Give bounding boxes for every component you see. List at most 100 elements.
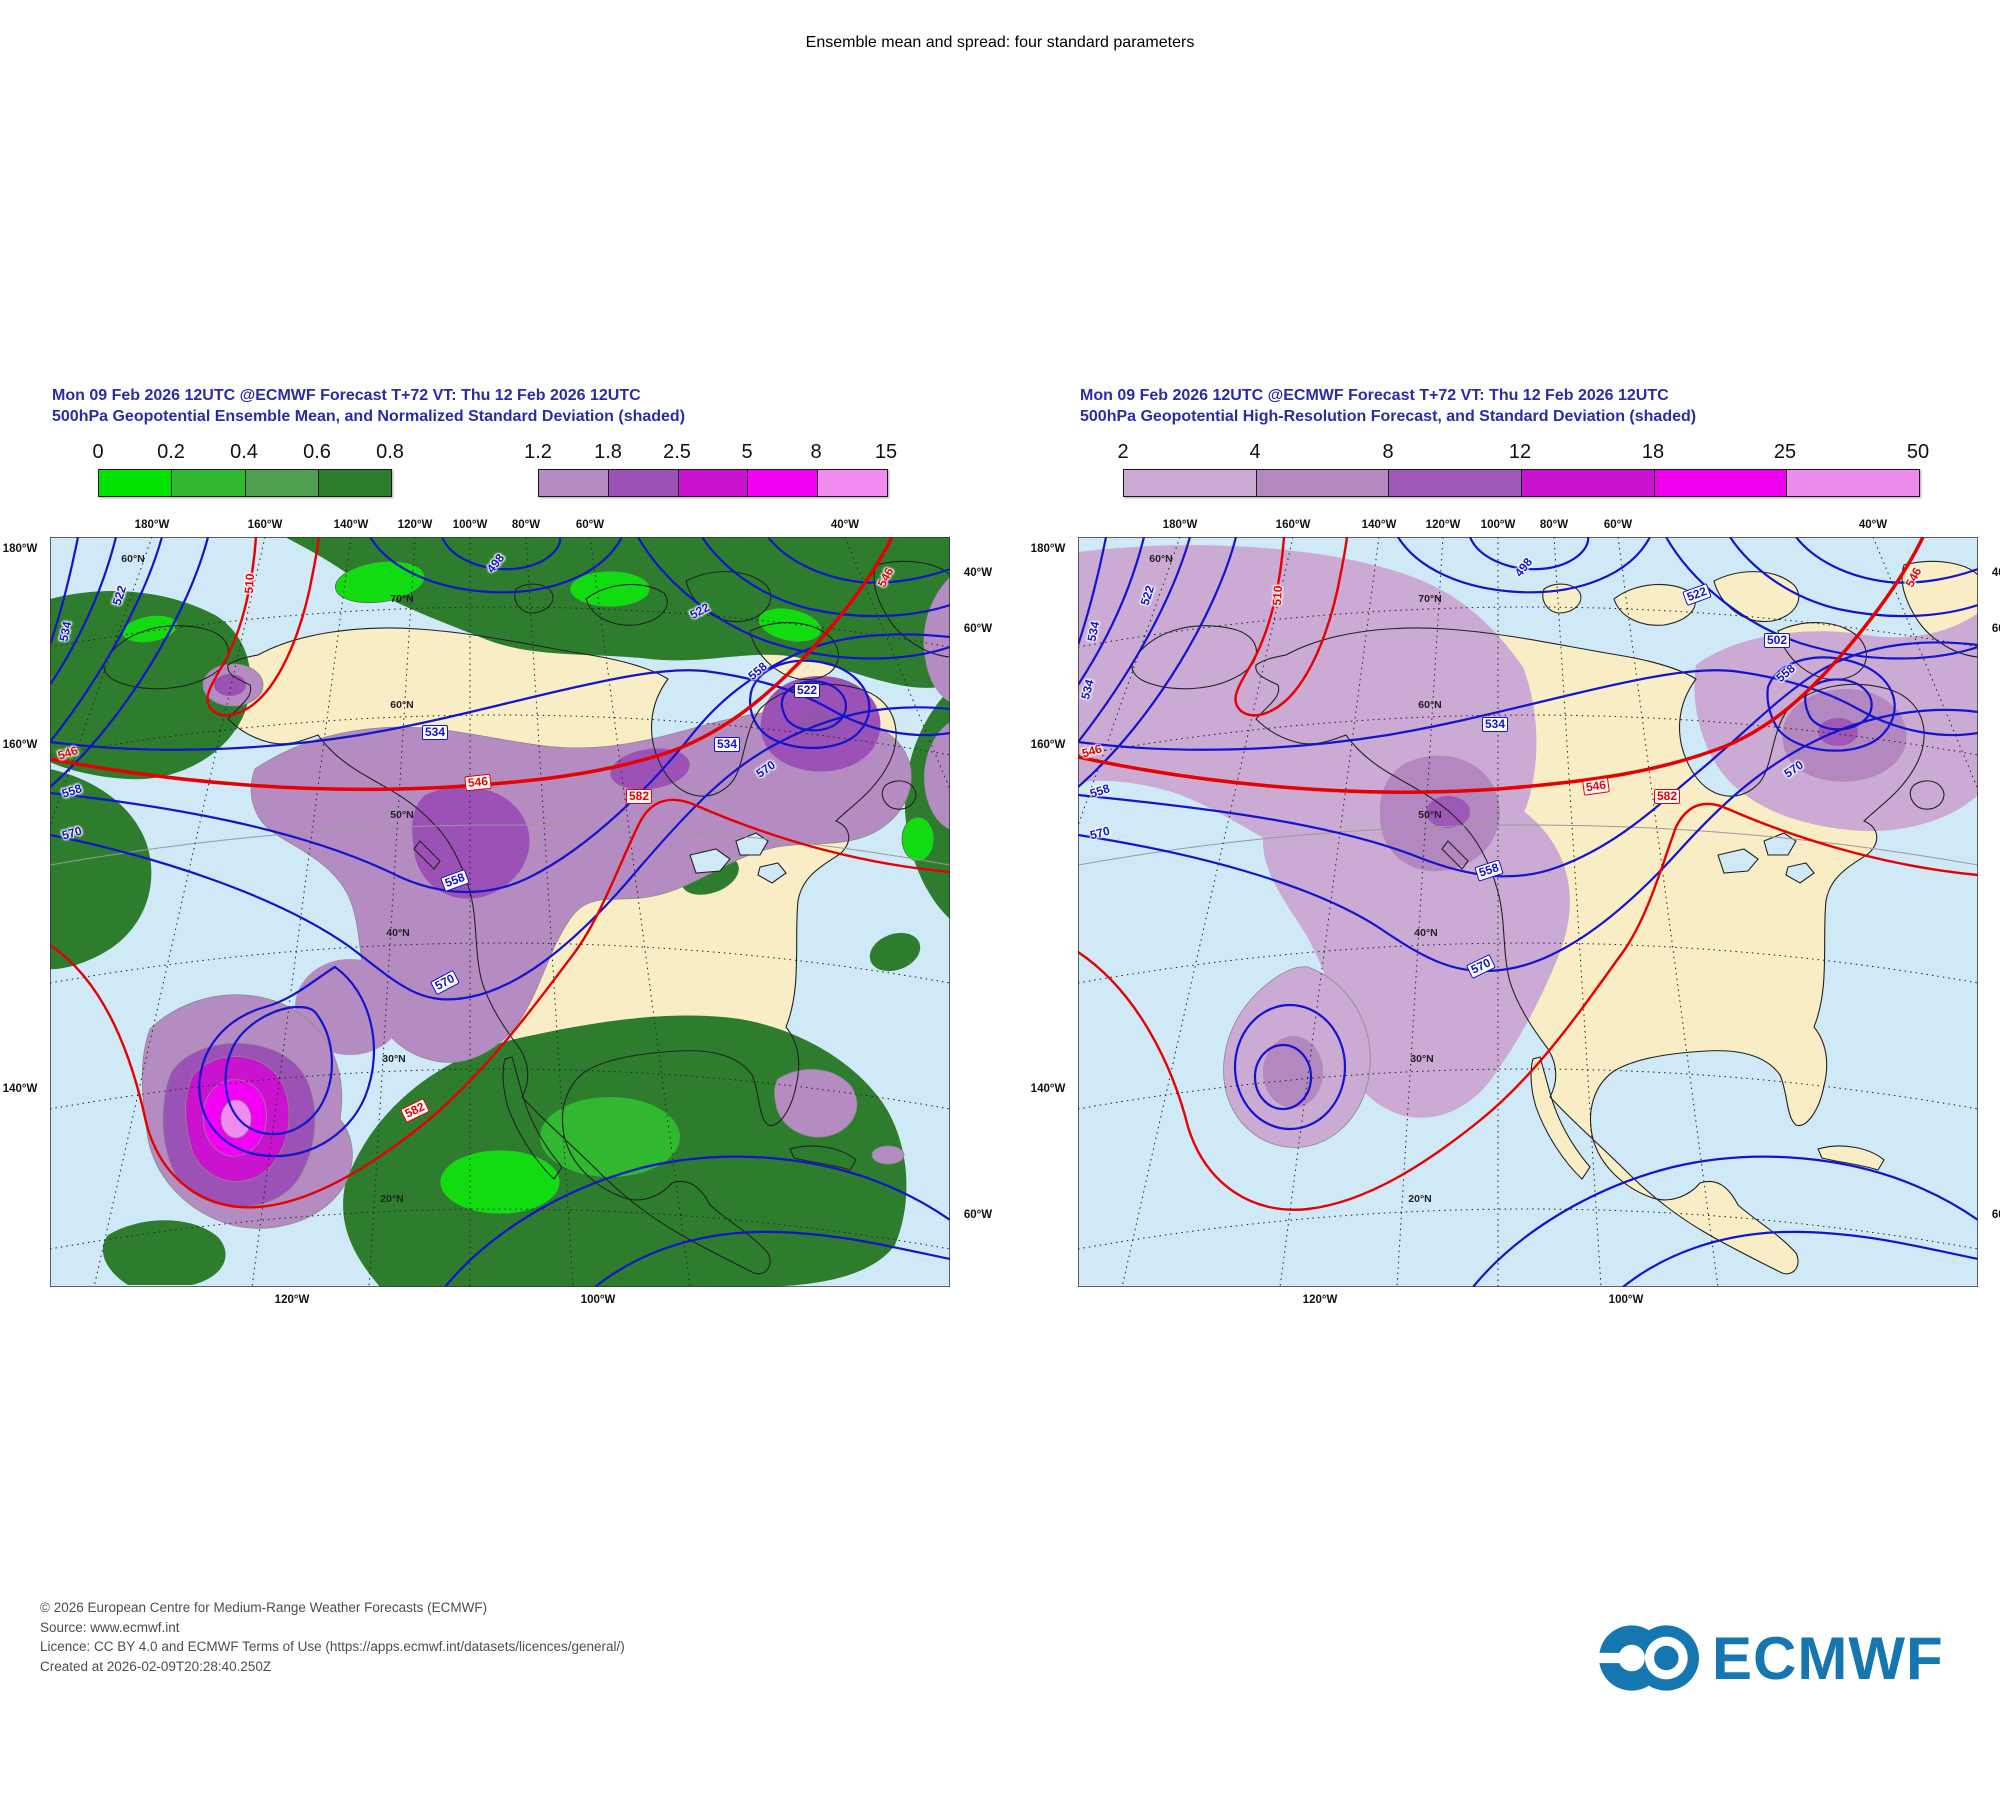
ecmwf-logo-icon [1598,1625,1699,1691]
panel-title-line1: Mon 09 Feb 2026 12UTC @ECMWF Forecast T+… [52,387,641,404]
graticule-label: 50°N [390,809,414,821]
axis-label-bottom: 120°W [1302,1294,1338,1306]
colorbar-tick: 8 [810,441,822,463]
colorbar-segment [1256,470,1390,496]
graticule-label: 40°N [386,927,410,939]
panel-title-line2: 500hPa Geopotential Ensemble Mean, and N… [52,408,686,425]
axis-label-top: 60°W [1603,519,1633,531]
colorbar-segment [1389,470,1523,496]
contour-label: 502 [1764,633,1791,649]
contour-label: 582 [1654,789,1681,805]
axis-label-top: 140°W [1361,519,1397,531]
axis-label-left: 160°W [2,739,38,751]
axis-label-left: 160°W [1030,739,1066,751]
colorbar-tick: 5 [741,441,753,463]
map-hres-forecast: 180°W 160°W 140°W 120°W 100°W 80°W 60°W … [1031,519,2000,1306]
axis-label-left: 180°W [2,543,38,555]
colorbar-segment [539,470,609,496]
axis-label-top: 40°W [830,519,860,531]
panel-title: Mon 09 Feb 2026 12UTC @ECMWF Forecast T+… [52,385,685,427]
colorbar-tick: 25 [1773,441,1797,463]
colorbar-segment [245,470,319,496]
colorbar-tick: 12 [1508,441,1532,463]
colorbar-segment [1124,470,1257,496]
colorbar-segment [318,470,391,496]
colorbar-tick: 18 [1641,441,1665,463]
colorbar-magenta-normalized-sd: 1.2 1.8 2.5 5 8 15 [50,441,950,501]
axis-label-right: 40°W [1991,567,2000,579]
contour-label: 534 [422,725,449,741]
axis-label-top: 80°W [511,519,541,531]
colorbar-tick: 0.2 [157,441,185,463]
colorbar-tick: 8 [1382,441,1394,463]
axis-label-left: 140°W [1030,1083,1066,1095]
footer-created-at: Created at 2026-02-09T20:28:40.250Z [40,1658,272,1674]
colorbar-segment [818,470,887,496]
axis-label-bottom: 100°W [580,1294,616,1306]
map-canvas [1078,537,1978,1287]
contour-label: 582 [626,789,653,805]
contours-blue [50,537,950,1287]
graticule-label: 60°N [1149,553,1173,565]
axis-label-right: 60°W [963,623,993,635]
graticule-label: 60°N [1418,699,1442,711]
axis-label-top: 80°W [1539,519,1569,531]
footer-attribution: © 2026 European Centre for Medium-Range … [40,1598,625,1676]
colorbar-tick: 1.8 [594,441,622,463]
shading-green [50,537,950,1287]
contours-blue [1078,537,1978,1287]
contour-label: 546 [464,773,492,792]
colorbar-green-normalized-sd: 0 0.2 0.4 0.6 0.8 [50,441,450,501]
graticule-label: 30°N [1410,1053,1434,1065]
colorbar-tick: 2.5 [663,441,691,463]
axis-label-top: 180°W [134,519,170,531]
axis-label-right: 60°W [1991,1209,2000,1221]
axis-label-left: 180°W [1030,543,1066,555]
graticule-label: 60°N [121,553,145,565]
contour-label: 522 [794,683,821,699]
axis-label-top: 120°W [397,519,433,531]
colorbar-segment [1522,470,1655,496]
axis-label-top: 60°W [575,519,605,531]
contour-label: 534 [714,737,741,753]
axis-label-bottom: 120°W [274,1294,310,1306]
axis-label-top: 140°W [333,519,369,531]
colorbar-segment [748,470,819,496]
axis-label-right: 40°W [963,567,993,579]
graticule-label: 30°N [382,1053,406,1065]
graticule-label: 60°N [390,699,414,711]
panel-ensemble-mean: Mon 09 Feb 2026 12UTC @ECMWF Forecast T+… [3,385,992,1315]
map-canvas [50,537,950,1287]
page-title: Ensemble mean and spread: four standard … [805,34,1195,51]
colorbar-tick: 0 [92,441,104,463]
graticule-label: 20°N [1408,1193,1432,1205]
graticule-label: 70°N [390,593,414,605]
panel-title-line2: 500hPa Geopotential High-Resolution Fore… [1080,408,1697,425]
contours-red [1078,537,1978,1211]
contour-label: 510 [241,573,258,595]
colorbar-tick: 50 [1906,441,1930,463]
footer-licence: Licence: CC BY 4.0 and ECMWF Terms of Us… [40,1639,625,1655]
colorbar-segment [99,470,173,496]
colorbar-tick: 1.2 [524,441,552,463]
panel-title-line1: Mon 09 Feb 2026 12UTC @ECMWF Forecast T+… [1080,387,1669,404]
graticule-label: 20°N [380,1193,404,1205]
ecmwf-logo-text: ECMWF [1712,1624,1944,1692]
colorbar-tick: 4 [1249,441,1261,463]
axis-label-right: 60°W [1991,623,2000,635]
graticule-label: 70°N [1418,593,1442,605]
colorbar-tick: 0.6 [303,441,331,463]
ecmwf-logo: ECMWF [1598,1618,1944,1698]
colorbar-segment [678,470,749,496]
panel-hres-forecast: Mon 09 Feb 2026 12UTC @ECMWF Forecast T+… [1031,385,2000,1315]
colorbar-standard-deviation: 2 4 8 12 18 25 50 [1078,441,1978,501]
colorbar-segment [608,470,679,496]
axis-label-top: 40°W [1858,519,1888,531]
axis-label-top: 100°W [452,519,488,531]
colorbar-segment [1654,470,1788,496]
panel-title: Mon 09 Feb 2026 12UTC @ECMWF Forecast T+… [1080,385,1696,427]
axis-label-right: 60°W [963,1209,993,1221]
colorbar-tick: 2 [1117,441,1129,463]
contours-red [50,537,950,1209]
